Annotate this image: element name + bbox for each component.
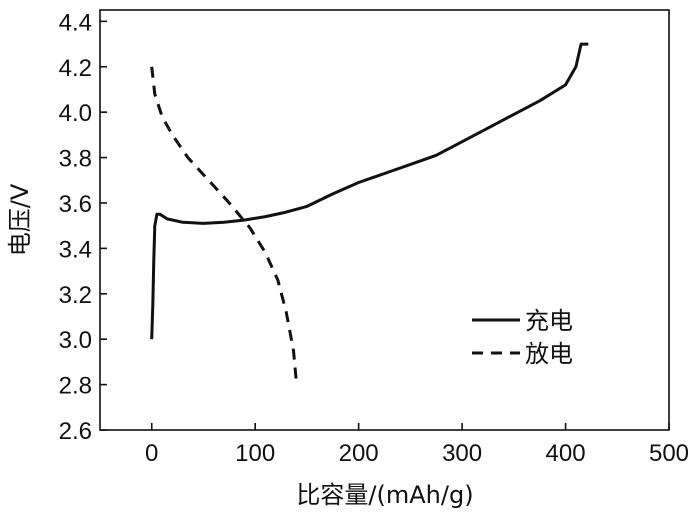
legend-label-charge: 充电 <box>525 307 573 335</box>
legend-label-discharge: 放电 <box>525 340 573 368</box>
x-tick-label: 200 <box>339 440 379 467</box>
y-tick-label: 4.2 <box>59 55 92 82</box>
y-tick-label: 2.6 <box>59 418 92 445</box>
x-tick-label: 0 <box>145 440 158 467</box>
x-tick-labels: 0 100 200 300 400 500 <box>145 440 689 467</box>
tick-marks <box>100 20 670 431</box>
x-axis-title: 比容量/(mAh/g) <box>296 481 473 509</box>
y-tick-label: 3.2 <box>59 282 92 309</box>
plot-frame <box>99 9 670 431</box>
y-tick-label: 4.4 <box>59 9 92 36</box>
legend: 充电 放电 <box>472 307 573 368</box>
y-tick-labels: 2.6 2.8 3.0 3.2 3.4 3.6 3.8 4.0 4.2 4.4 <box>59 9 92 445</box>
y-tick-label: 3.8 <box>59 146 92 173</box>
x-tick-label: 500 <box>649 440 689 467</box>
y-tick-label: 3.4 <box>59 236 92 263</box>
x-tick-label: 100 <box>235 440 275 467</box>
x-tick-label: 400 <box>546 440 586 467</box>
y-tick-label: 4.0 <box>59 100 92 127</box>
series-layer <box>150 42 589 385</box>
x-tick-label: 300 <box>442 440 482 467</box>
y-tick-label: 3.6 <box>59 191 92 218</box>
y-tick-label: 3.0 <box>59 327 92 354</box>
charge-curve <box>150 42 589 340</box>
y-tick-label: 2.8 <box>59 373 92 400</box>
y-axis-title: 电压/V <box>6 183 34 256</box>
discharge-curve <box>150 66 299 385</box>
